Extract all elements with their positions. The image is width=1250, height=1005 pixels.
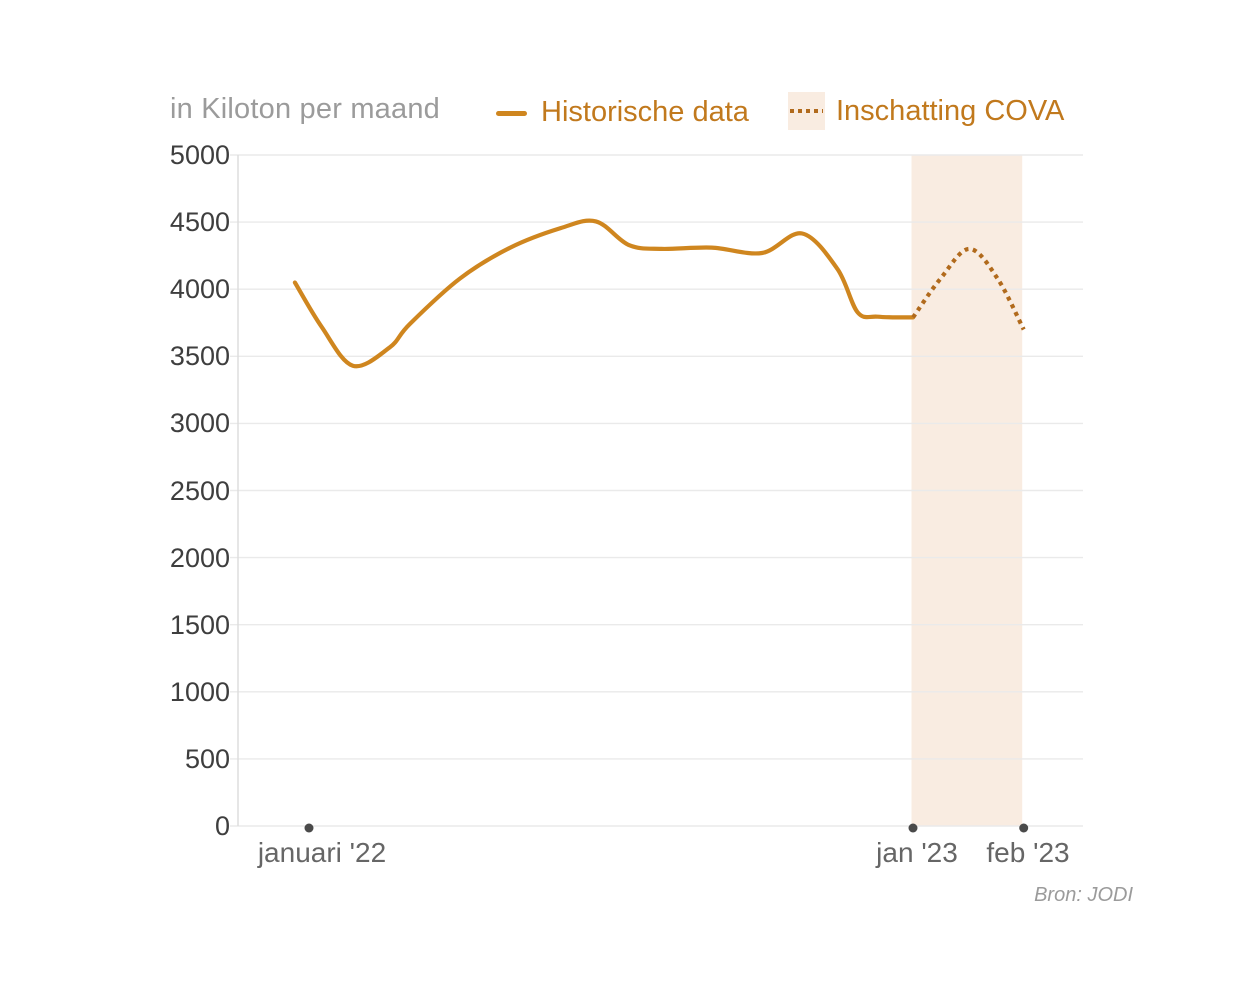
legend-label-inschatting-cova: Inschatting COVA [836, 94, 1065, 127]
x-axis-tick-dot [304, 823, 314, 833]
y-tick-label: 4500 [169, 207, 230, 238]
dotted-line-swatch-icon [790, 109, 823, 113]
legend-item-inschatting-cova: Inschatting COVA [788, 92, 1064, 130]
y-tick-label: 2500 [169, 475, 230, 506]
y-tick-label: 5000 [169, 140, 230, 170]
chart-unit-title: in Kiloton per maand [170, 93, 440, 125]
y-tick-label: 1500 [169, 609, 230, 640]
y-tick-label: 2000 [169, 542, 230, 573]
y-tick-label: 4000 [169, 274, 230, 305]
x-tick-label-feb-23: feb '23 [986, 837, 1070, 868]
legend-item-historische-data: Historische data [496, 93, 749, 131]
y-tick-label: 0 [214, 811, 230, 841]
forecast-band-swatch-icon [788, 92, 825, 130]
source-note: Bron: JODI [1034, 884, 1133, 906]
x-axis-tick-dot [1019, 823, 1029, 833]
historical-data-line [292, 218, 916, 369]
y-tick-label: 3000 [169, 408, 230, 439]
x-tick-label-jan-23: jan '23 [876, 837, 958, 868]
x-axis-tick-dot [908, 823, 918, 833]
y-tick-label: 1000 [169, 676, 230, 707]
legend-label-historische-data: Historische data [541, 95, 749, 128]
solid-line-swatch-icon [496, 110, 527, 116]
y-tick-label: 3500 [169, 341, 230, 372]
y-tick-label: 500 [184, 743, 230, 774]
x-tick-label-januari-22: januari '22 [257, 837, 387, 868]
